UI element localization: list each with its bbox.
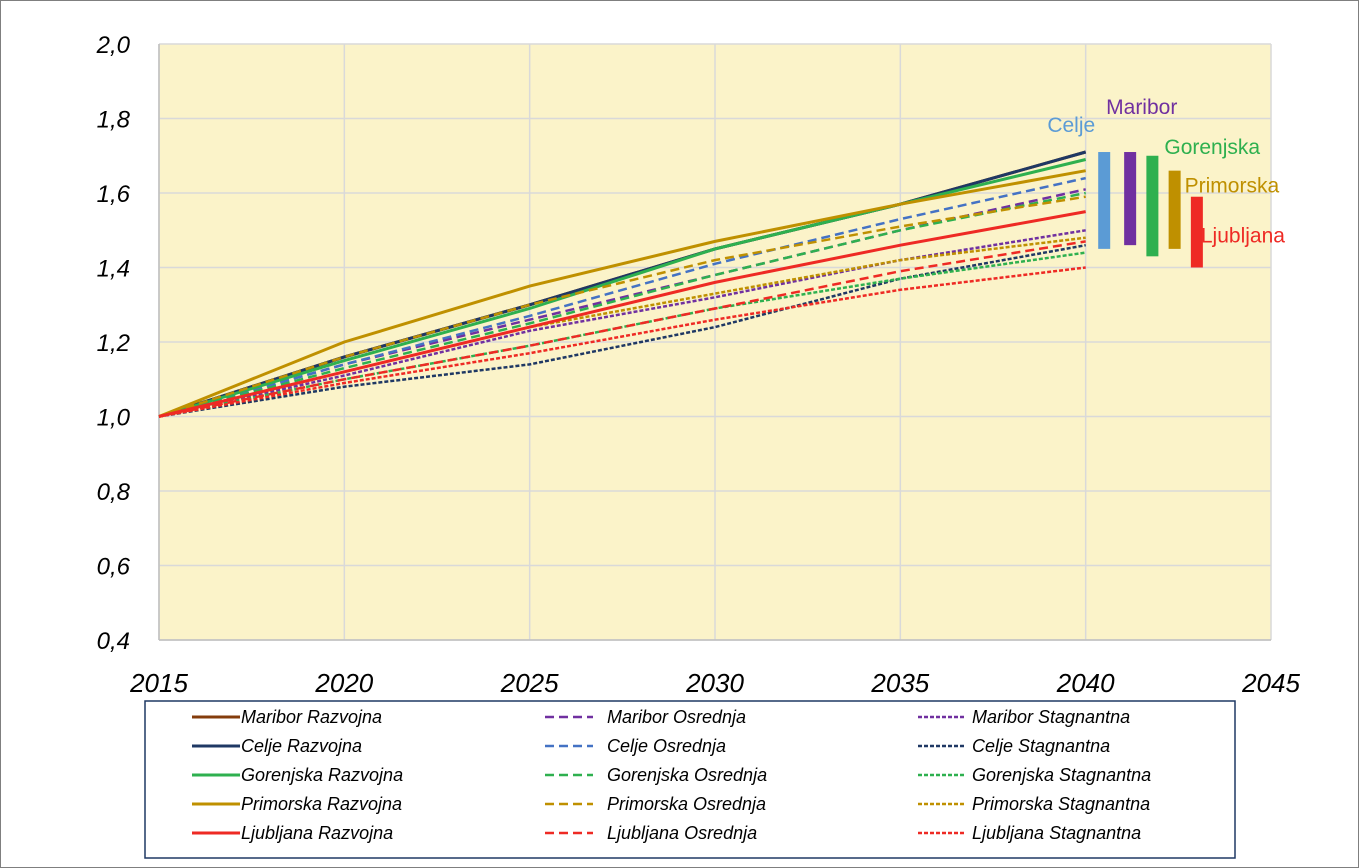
series-line bbox=[158, 243, 1086, 418]
range-bar bbox=[1168, 170, 1181, 249]
legend-box bbox=[144, 700, 1236, 859]
legend-label: Maribor Razvojna bbox=[241, 707, 382, 727]
range-bar bbox=[1146, 155, 1159, 257]
x-tick-label: 2025 bbox=[500, 668, 559, 698]
legend-label: Maribor Osrednja bbox=[607, 707, 746, 727]
x-tick-label: 2045 bbox=[1241, 668, 1300, 698]
legend-label: Ljubljana Razvojna bbox=[241, 823, 393, 843]
legend-label: Primorska Osrednja bbox=[607, 794, 766, 814]
range-bar-label: Maribor bbox=[1106, 96, 1177, 119]
legend-label: Celje Razvojna bbox=[241, 736, 362, 756]
y-tick-label: 1,0 bbox=[97, 405, 131, 432]
y-tick-label: 0,8 bbox=[97, 479, 131, 506]
legend-label: Gorenjska Stagnantna bbox=[972, 765, 1151, 785]
range-bar bbox=[1190, 196, 1203, 268]
series-line bbox=[158, 176, 1086, 418]
y-tick-label: 1,4 bbox=[97, 256, 130, 283]
y-tick-label: 2,0 bbox=[96, 32, 131, 59]
y-tick-label: 0,6 bbox=[97, 554, 131, 581]
range-bar bbox=[1124, 152, 1137, 246]
series-line bbox=[158, 240, 1086, 418]
range-bar-label: Celje bbox=[1047, 114, 1095, 137]
legend-label: Maribor Stagnantna bbox=[972, 707, 1130, 727]
series-line bbox=[158, 158, 1087, 418]
legend-label: Gorenjska Razvojna bbox=[241, 765, 403, 785]
series-line bbox=[158, 195, 1086, 418]
legend-label: Gorenjska Osrednja bbox=[607, 765, 767, 785]
range-bar bbox=[1098, 152, 1111, 249]
series-line bbox=[158, 169, 1086, 418]
x-tick-label: 2035 bbox=[870, 668, 929, 698]
series-line bbox=[158, 210, 1086, 418]
legend-label: Primorska Stagnantna bbox=[972, 794, 1150, 814]
y-tick-label: 1,6 bbox=[97, 181, 131, 208]
y-tick-label: 1,8 bbox=[97, 107, 131, 134]
range-bar-label: Ljubljana bbox=[1201, 225, 1285, 248]
legend-label: Ljubljana Osrednja bbox=[607, 823, 757, 843]
y-tick-label: 0,4 bbox=[97, 628, 130, 655]
range-bar-label: Primorska bbox=[1185, 175, 1280, 198]
legend-label: Celje Osrednja bbox=[607, 736, 726, 756]
series-line bbox=[158, 266, 1086, 418]
x-tick-label: 2030 bbox=[685, 668, 744, 698]
y-tick-label: 1,2 bbox=[97, 330, 130, 357]
x-tick-label: 2020 bbox=[314, 668, 373, 698]
range-bar-label: Gorenjska bbox=[1164, 136, 1260, 159]
legend-label: Celje Stagnantna bbox=[972, 736, 1110, 756]
legend-label: Primorska Razvojna bbox=[241, 794, 402, 814]
x-tick-label: 2040 bbox=[1056, 668, 1115, 698]
series-line bbox=[158, 191, 1086, 418]
x-tick-label: 2015 bbox=[129, 668, 188, 698]
legend-label: Ljubljana Stagnantna bbox=[972, 823, 1141, 843]
